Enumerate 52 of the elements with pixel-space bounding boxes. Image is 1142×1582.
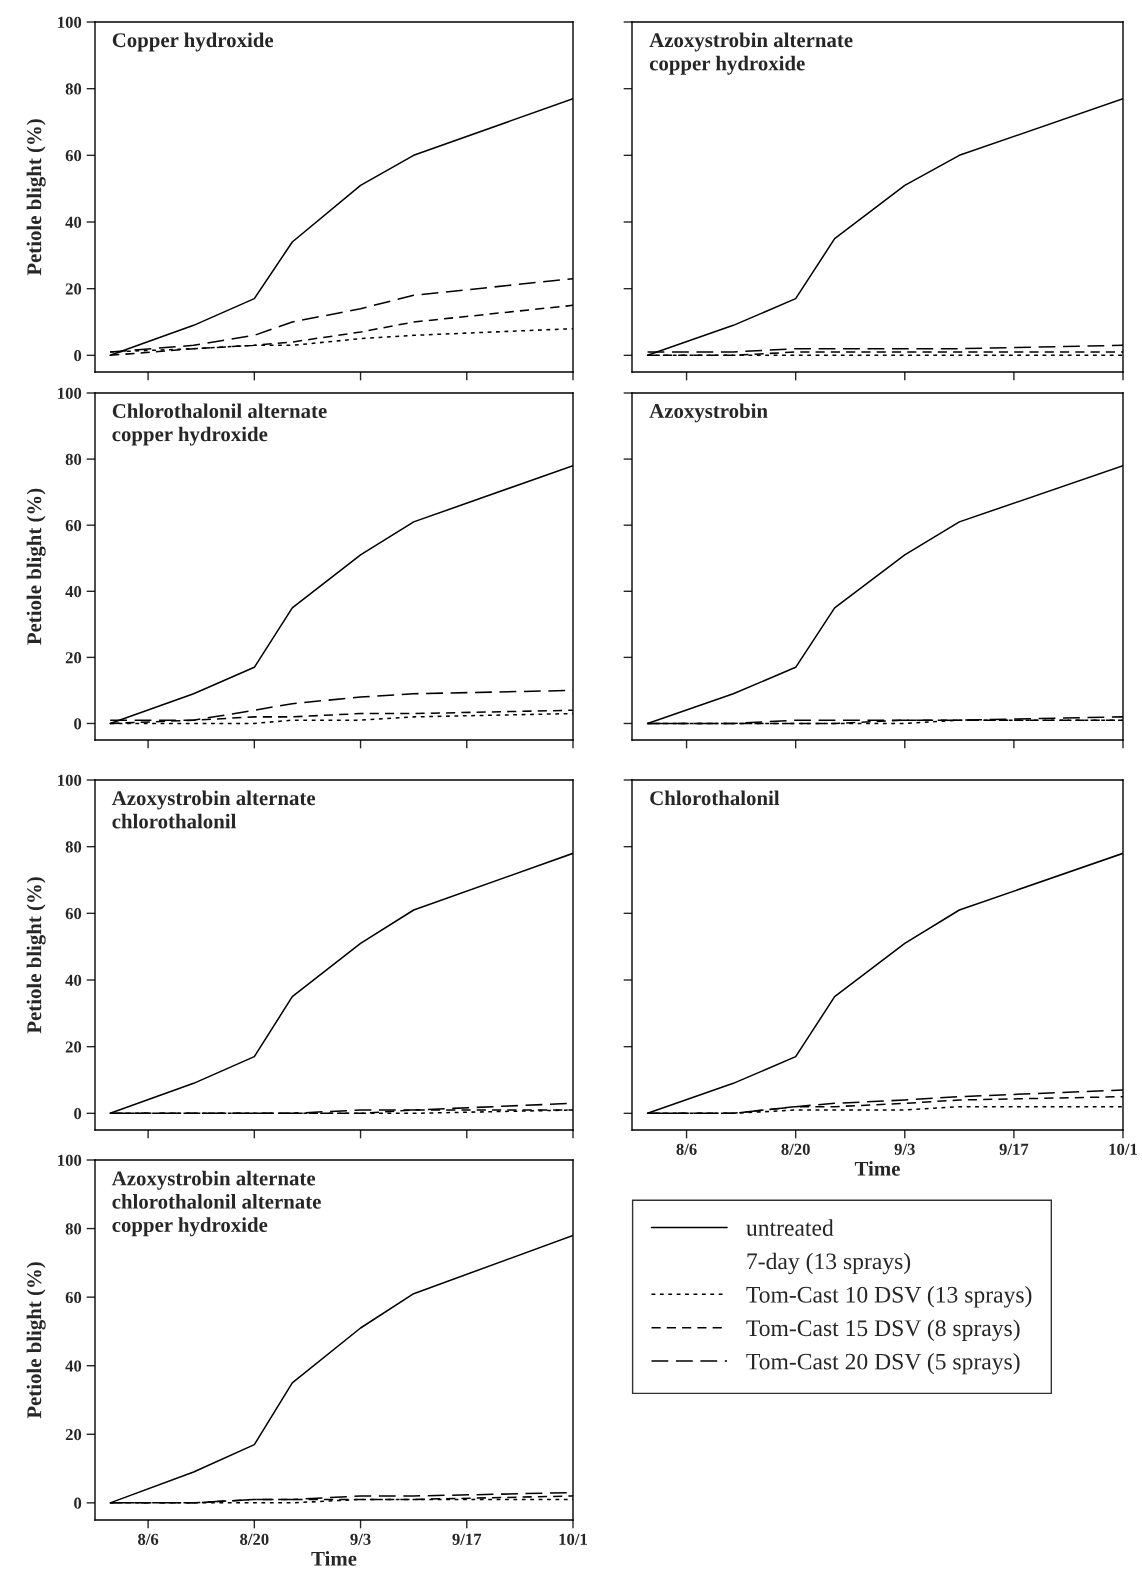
y-axis-title: Petiole blight (%)	[26, 488, 46, 645]
y-tick-label: 100	[58, 16, 82, 28]
legend-label: untreated	[746, 1219, 834, 1236]
text: Chlorothalonil alternate copper hydroxide	[112, 403, 327, 446]
y-axis-title: Petiole blight (%)	[26, 877, 46, 1034]
x-tick-label: 8/20	[781, 1143, 810, 1155]
x-tick-label: 9/17	[999, 1143, 1029, 1155]
chart-title: Azoxystrobin	[649, 403, 768, 423]
text: Azoxystrobin alternate chlorothalonil alternate copper hydroxide	[111, 1170, 321, 1237]
text: Azoxystrobin alternate chlorothalonil	[111, 790, 316, 829]
y-tick-label: 80	[65, 83, 82, 95]
y-tick-label: 100	[58, 774, 82, 786]
text: 7-day (13 sprays)	[747, 1252, 911, 1275]
x-tick-label: 10/1	[1109, 1143, 1137, 1155]
x-axis-title: Time	[854, 1161, 900, 1176]
x-tick-label: 8/6	[676, 1143, 697, 1155]
text: Azoxystrobin alternate copper hydroxide	[649, 32, 853, 75]
x-tick-label: 9/3	[350, 1533, 371, 1545]
y-tick-label: 60	[65, 150, 82, 162]
y-tick-label: 20	[65, 1428, 82, 1441]
y-tick-label: 20	[65, 283, 82, 295]
x-tick-label: 10/1	[559, 1533, 587, 1545]
y-tick-label: 0	[74, 1108, 82, 1120]
legend-label: Tom-Cast 15 DSV (8 sprays)	[746, 1319, 1020, 1342]
y-tick-label: 40	[65, 585, 82, 598]
y-tick-label: 80	[65, 453, 82, 466]
y-tick-label: 100	[58, 1154, 82, 1166]
y-tick-label: 40	[65, 1360, 82, 1372]
legend-label: Tom-Cast 20 DSV (5 sprays)	[746, 1352, 1020, 1375]
chart-title: Chlorothalonil	[650, 790, 780, 806]
y-tick-label: 60	[65, 908, 82, 920]
y-tick-label: 40	[65, 974, 82, 986]
y-tick-label: 20	[65, 652, 82, 664]
y-tick-label: 0	[74, 718, 82, 730]
y-tick-label: 60	[65, 1291, 82, 1304]
x-tick-label: 8/6	[138, 1533, 159, 1545]
y-axis-title: Petiole blight (%)	[26, 1262, 46, 1419]
y-tick-label: 100	[58, 387, 82, 399]
x-tick-label: 9/3	[894, 1143, 915, 1155]
y-tick-label: 80	[65, 841, 82, 853]
x-axis-title: Time	[311, 1551, 357, 1566]
y-tick-label: 0	[74, 1497, 82, 1509]
x-tick-label: 9/17	[452, 1533, 482, 1545]
y-tick-label: 20	[65, 1041, 82, 1053]
legend-label: Tom-Cast 10 DSV (13 sprays)	[746, 1286, 1032, 1308]
y-tick-label: 80	[65, 1223, 82, 1235]
y-tick-label: 40	[65, 216, 82, 228]
y-tick-label: 60	[65, 519, 82, 532]
y-tick-label: 0	[74, 350, 82, 362]
y-axis-title: Petiole blight (%)	[26, 119, 46, 276]
chart-title: Copper hydroxide	[112, 32, 274, 52]
x-tick-label: 8/20	[240, 1533, 269, 1545]
